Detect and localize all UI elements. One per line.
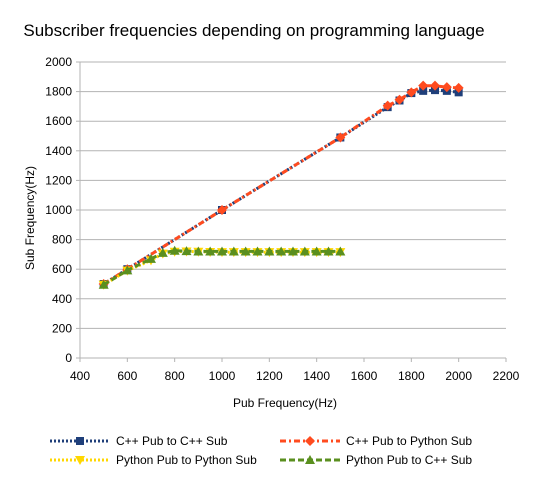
- x-tick-label: 800: [165, 369, 185, 383]
- x-tick-label: 1400: [303, 369, 330, 383]
- data-point: [205, 246, 216, 256]
- legend-label: Python Pub to Python Sub: [116, 453, 257, 467]
- data-point: [264, 246, 275, 256]
- data-point: [193, 246, 204, 256]
- data-point: [453, 82, 464, 93]
- data-point: [323, 246, 334, 256]
- x-tick-label: 1200: [256, 369, 283, 383]
- x-tick-label: 400: [70, 369, 90, 383]
- y-tick-label: 1000: [45, 203, 72, 217]
- y-tick-label: 400: [52, 292, 72, 306]
- y-tick-label: 800: [52, 233, 72, 247]
- series-lines: [98, 80, 464, 290]
- data-point: [299, 246, 310, 256]
- data-point: [394, 94, 405, 105]
- x-tick-label: 1800: [398, 369, 425, 383]
- y-tick-label: 1800: [45, 85, 72, 99]
- x-tick-label: 1000: [209, 369, 236, 383]
- chart-title: Subscriber frequencies depending on prog…: [23, 21, 484, 40]
- data-point: [382, 100, 393, 111]
- x-tick-label: 1600: [351, 369, 378, 383]
- data-point: [418, 80, 429, 91]
- y-tick-labels: 0 200 400 600 800 1000 1200 1400 1600 1800 2000: [45, 55, 72, 365]
- data-point: [406, 87, 417, 98]
- legend-entry-0: C++ Pub to C++ Sub: [50, 434, 228, 448]
- data-point: [122, 265, 133, 275]
- y-tick-label: 600: [52, 262, 72, 276]
- y-tick-label: 1600: [45, 114, 72, 128]
- series-line-1: [102, 84, 459, 286]
- legend-label: C++ Pub to C++ Sub: [116, 434, 228, 448]
- legend-entry-3: Python Pub to C++ Sub: [280, 453, 472, 467]
- data-point: [228, 246, 239, 256]
- legend-entry-1: C++ Pub to Python Sub: [280, 434, 472, 448]
- legend: C++ Pub to C++ Sub C++ Pub to Python Sub P…: [50, 434, 472, 467]
- x-tick-label: 2000: [445, 369, 472, 383]
- data-point: [98, 279, 109, 289]
- series-3: [98, 245, 346, 289]
- y-tick-label: 200: [52, 321, 72, 335]
- data-point: [335, 132, 346, 143]
- data-point: [146, 253, 156, 263]
- legend-label: Python Pub to C++ Sub: [346, 453, 472, 467]
- data-point: [217, 205, 227, 215]
- legend-swatch-marker: [76, 437, 84, 445]
- y-tick-label: 1200: [45, 173, 72, 187]
- x-tick-labels: 400 600 800 1000 1200 1400 1600 1800 2000 2200: [70, 369, 520, 383]
- legend-swatch-marker: [305, 436, 315, 446]
- y-tick-label: 1400: [45, 144, 72, 158]
- y-axis-label: Sub Frequency(Hz): [23, 166, 37, 270]
- data-point: [419, 86, 428, 95]
- data-point: [335, 246, 346, 256]
- data-point: [217, 246, 227, 256]
- legend-swatch-marker: [305, 455, 315, 464]
- x-tick-label: 2200: [493, 369, 520, 383]
- data-point: [252, 246, 263, 256]
- data-point: [311, 246, 322, 256]
- legend-swatch-marker: [75, 456, 85, 465]
- data-point: [157, 247, 168, 257]
- data-point: [430, 80, 440, 91]
- y-tick-label: 2000: [45, 55, 72, 69]
- x-tick-label: 600: [117, 369, 137, 383]
- axes: [76, 61, 507, 362]
- data-point: [276, 246, 287, 256]
- data-point: [288, 246, 298, 256]
- legend-entry-2: Python Pub to Python Sub: [50, 453, 257, 467]
- legend-label: C++ Pub to Python Sub: [346, 434, 472, 448]
- data-point: [169, 245, 180, 255]
- y-tick-label: 0: [65, 351, 72, 365]
- data-point: [240, 246, 251, 256]
- x-axis-label: Pub Frequency(Hz): [233, 396, 337, 410]
- data-point: [441, 82, 452, 93]
- data-point: [181, 246, 192, 256]
- gridlines: [80, 61, 506, 359]
